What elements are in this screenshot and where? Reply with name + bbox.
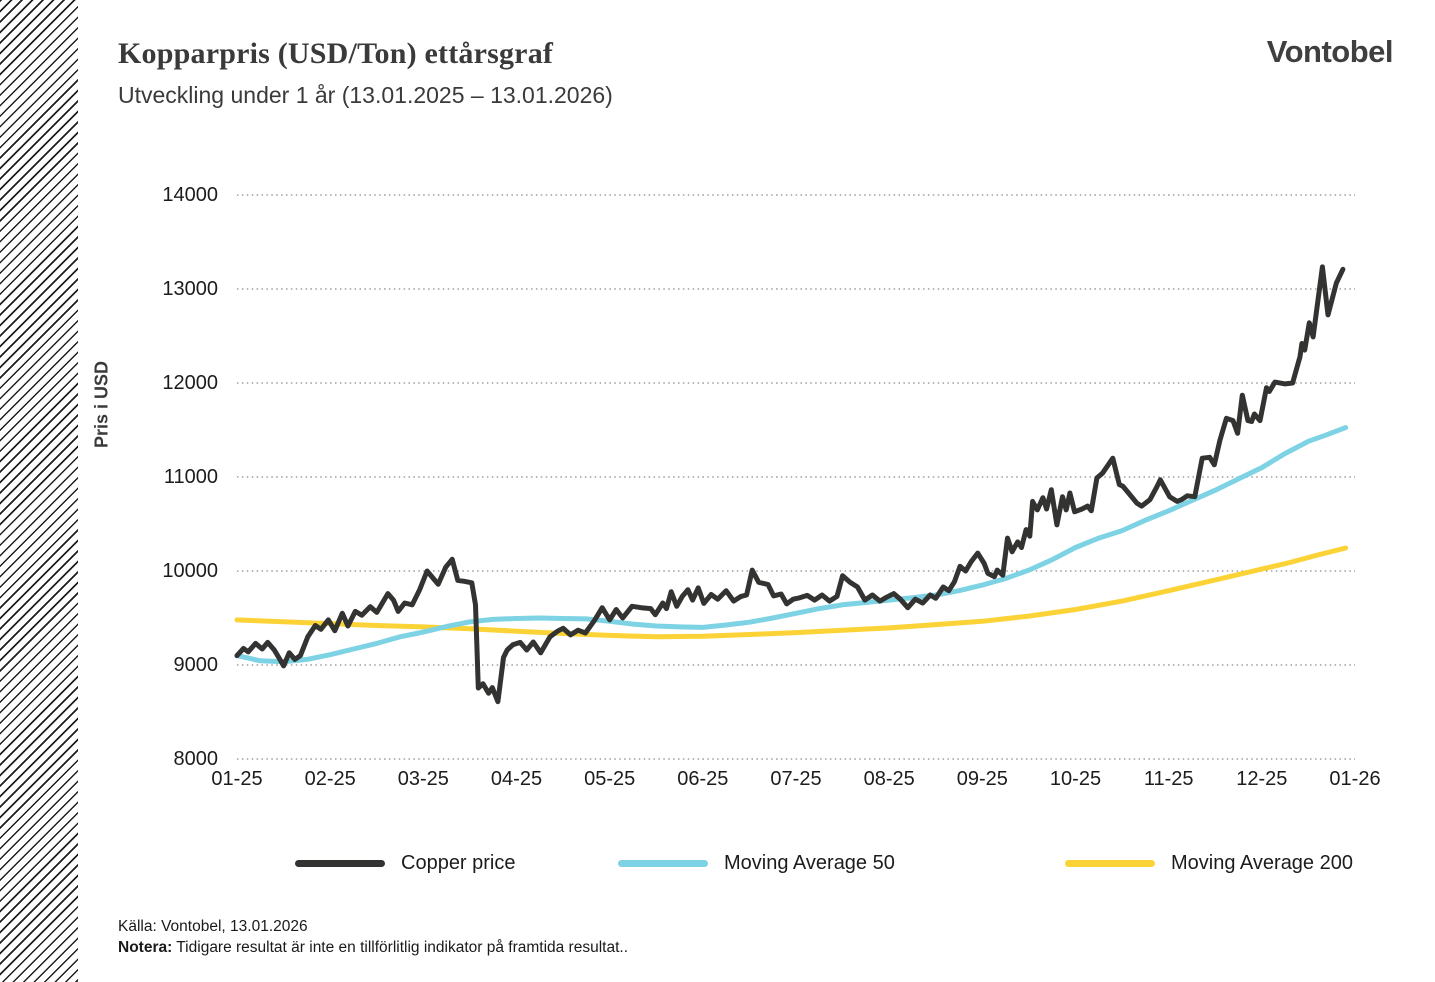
y-tick-label-13000: 13000 xyxy=(162,278,218,300)
series-line-moving-average-50 xyxy=(234,425,1349,665)
legend-item-copper-price: Copper price xyxy=(295,849,516,877)
legend-item-moving-average-50: Moving Average 50 xyxy=(618,849,895,877)
moving-average-50-line-swatch xyxy=(618,859,708,867)
decorative-stripe-band xyxy=(0,0,78,982)
legend-label: Moving Average 200 xyxy=(1171,851,1353,874)
x-tick-label-02-25: 02-25 xyxy=(304,768,356,790)
page-title: Kopparpris (USD/Ton) ettårsgraf xyxy=(118,37,554,70)
y-tick-label-11000: 11000 xyxy=(163,466,218,488)
y-tick-label-12000: 12000 xyxy=(162,372,218,394)
x-tick-label-05-25: 05-25 xyxy=(584,768,636,790)
x-tick-label-11-25: 11-25 xyxy=(1143,768,1194,790)
legend-label: Copper price xyxy=(401,851,516,874)
x-tick-label-12-25: 12-25 xyxy=(1236,768,1288,790)
x-tick-label-01-25: 01-25 xyxy=(211,768,263,790)
page-subtitle: Utveckling under 1 år (13.01.2025 – 13.0… xyxy=(118,82,613,108)
legend-item-moving-average-200: Moving Average 200 xyxy=(1065,849,1353,877)
x-tick-label-09-25: 09-25 xyxy=(956,768,1008,790)
x-tick-label-03-25: 03-25 xyxy=(397,768,449,790)
note-text: Tidigare resultat är inte en tillförlitl… xyxy=(172,939,629,956)
x-tick-label-06-25: 06-25 xyxy=(677,768,729,790)
chart-legend: Copper price Moving Average 50 Moving Av… xyxy=(0,849,1435,877)
y-tick-label-10000: 10000 xyxy=(162,560,218,582)
moving-average-200-line-swatch xyxy=(1065,859,1155,867)
y-tick-label-14000: 14000 xyxy=(162,184,218,206)
y-tick-label-9000: 9000 xyxy=(173,654,219,676)
footer: Källa: Vontobel, 13.01.2026 Notera: Tidi… xyxy=(118,916,628,958)
series-line-copper-price xyxy=(234,264,1346,705)
series-line-moving-average-200 xyxy=(234,545,1349,640)
x-tick-label-07-25: 07-25 xyxy=(770,768,822,790)
vontobel-logo: Vontobel xyxy=(1266,34,1394,69)
x-tick-label-01-26: 01-26 xyxy=(1329,768,1381,790)
copper-price-line-swatch xyxy=(295,859,385,867)
note-label: Notera: xyxy=(118,939,173,956)
x-tick-label-10-25: 10-25 xyxy=(1049,768,1102,790)
x-tick-label-04-25: 04-25 xyxy=(490,768,543,790)
x-tick-label-08-25: 08-25 xyxy=(863,768,915,790)
note-line: Notera: Tidigare resultat är inte en til… xyxy=(118,937,628,958)
y-tick-label-8000: 8000 xyxy=(173,748,219,770)
legend-label: Moving Average 50 xyxy=(724,851,895,874)
source-line: Källa: Vontobel, 13.01.2026 xyxy=(118,918,308,935)
